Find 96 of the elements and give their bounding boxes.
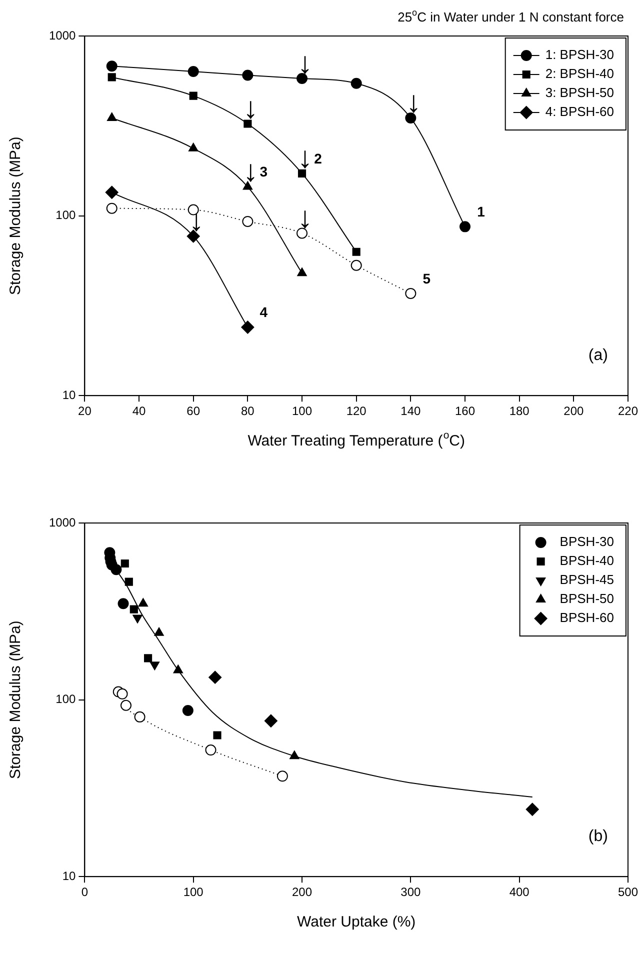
point [290, 750, 300, 760]
x-tick-label: 300 [400, 885, 422, 900]
x-tick-label: 40 [132, 404, 146, 418]
point [350, 260, 362, 271]
y-tick-label: 1000 [48, 515, 76, 530]
point [242, 216, 254, 227]
point [213, 731, 222, 740]
point [405, 288, 416, 299]
point [138, 598, 148, 607]
point [205, 744, 216, 756]
x-tick-label: 60 [186, 404, 200, 418]
point [108, 73, 116, 82]
point [297, 268, 307, 276]
point [107, 112, 117, 121]
annotation: 5 [422, 270, 431, 286]
x-tick-label: 80 [241, 404, 255, 418]
legend-label: BPSH-60 [560, 610, 614, 626]
y-tick-label: 100 [56, 208, 76, 222]
point [298, 169, 306, 178]
annotation: 2 [314, 150, 322, 166]
legend-label: 2: BPSH-40 [545, 66, 614, 82]
x-tick-label: 100 [183, 885, 204, 900]
point [134, 711, 146, 722]
point [118, 598, 129, 610]
legend-label: 3: BPSH-50 [545, 85, 614, 100]
legend-label: BPSH-40 [560, 553, 614, 568]
point [106, 60, 118, 72]
x-tick-label: 20 [78, 404, 92, 418]
annotation: ↓ [298, 201, 313, 234]
point [188, 204, 199, 216]
legend-label: BPSH-30 [560, 534, 614, 550]
legend-label: BPSH-50 [560, 591, 614, 606]
point [173, 664, 183, 674]
annotation: ↓ [298, 46, 313, 80]
x-tick-label: 120 [346, 404, 367, 418]
annotation: ↓ [243, 92, 258, 126]
point [244, 120, 252, 128]
point [189, 92, 198, 100]
x-tick-label: 100 [292, 404, 312, 418]
annotation: ↓ [243, 155, 258, 188]
x-tick-label: 140 [400, 404, 422, 418]
point [242, 70, 254, 81]
point [124, 578, 133, 586]
point [186, 230, 200, 243]
legend-label: BPSH-45 [560, 572, 614, 588]
point [188, 142, 198, 152]
point [296, 228, 308, 239]
y-axis-title: Storage Modulus (MPa) [7, 620, 24, 779]
point [120, 559, 129, 568]
point [526, 802, 539, 816]
annotation: ↓ [188, 204, 204, 238]
y-tick-label: 10 [62, 868, 76, 883]
point [264, 714, 278, 728]
point [130, 605, 138, 614]
point [132, 614, 142, 624]
y-axis-title: Storage Modulus (MPa) [7, 136, 24, 295]
point [150, 662, 160, 670]
x-tick-label: 200 [292, 885, 312, 900]
point [182, 704, 194, 716]
annotation: ↓ [298, 142, 313, 175]
annotation: 1 [477, 204, 486, 220]
point [188, 66, 199, 77]
point [120, 700, 132, 711]
point [296, 73, 308, 84]
y-tick-label: 100 [56, 692, 76, 706]
annotation: (a) [588, 347, 608, 364]
point [208, 670, 222, 684]
point [241, 320, 254, 334]
annotation: 4 [260, 304, 268, 320]
x-tick-label: 400 [509, 885, 530, 900]
y-tick-label: 10 [62, 388, 76, 402]
point [405, 112, 416, 124]
point [242, 181, 253, 190]
legend-label: 4: BPSH-60 [545, 104, 614, 120]
annotation: 3 [260, 164, 268, 180]
point [144, 654, 152, 662]
x-tick-label: 500 [618, 885, 638, 900]
point [105, 186, 118, 199]
point [154, 627, 164, 636]
legend-label: 1: BPSH-30 [545, 47, 614, 62]
x-axis-title: Water Uptake (%) [297, 914, 416, 931]
point [460, 221, 470, 232]
y-tick-label: 1000 [48, 28, 76, 42]
annotation: (b) [588, 828, 608, 846]
x-tick-label: 180 [509, 404, 530, 418]
x-tick-label: 220 [618, 404, 638, 418]
point [276, 770, 288, 782]
point [106, 202, 118, 214]
point [116, 688, 128, 700]
point [110, 564, 122, 576]
x-tick-label: 0 [81, 885, 88, 900]
x-tick-label: 200 [564, 404, 584, 418]
point [350, 78, 362, 89]
x-tick-label: 160 [454, 404, 476, 418]
point [352, 248, 360, 256]
annotation: ↓ [406, 86, 422, 120]
